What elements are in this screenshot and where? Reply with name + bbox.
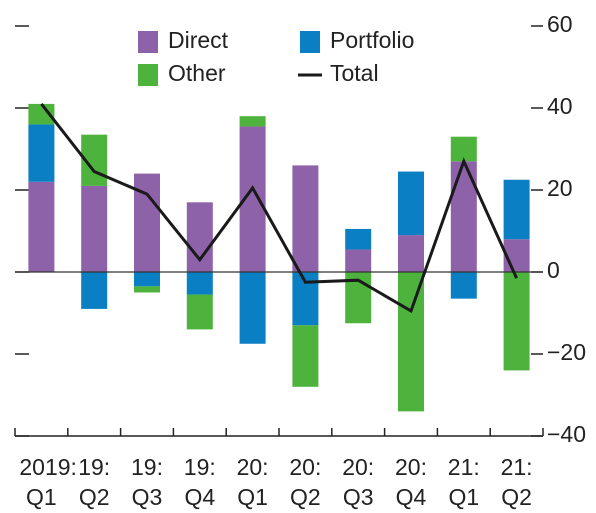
bar-segment — [503, 179, 530, 240]
bar-segment — [450, 272, 477, 299]
bar-segment — [398, 272, 424, 412]
total-line — [40, 102, 518, 314]
bar-segment — [292, 165, 319, 272]
y-tick-label: 60 — [547, 11, 573, 37]
bar-segment — [450, 136, 477, 162]
x-tick-label: 20: Q3 — [342, 454, 375, 510]
bar-segment — [134, 272, 160, 287]
bar-segment — [28, 181, 55, 272]
bar-segment — [28, 124, 55, 182]
x-tick-label: 19: Q2 — [78, 454, 111, 510]
x-tick-label: 20: Q4 — [395, 454, 427, 510]
legend-label: Total — [330, 60, 379, 86]
bar-segment — [239, 116, 266, 127]
bar-segment — [239, 272, 266, 344]
bar-segment — [81, 272, 108, 309]
legend-label: Direct — [168, 27, 229, 53]
legend-swatch — [300, 31, 320, 53]
x-tick-label: 2019: Q1 — [19, 454, 77, 510]
bar-segment — [81, 185, 108, 272]
bar-segment — [398, 171, 424, 236]
bar-segment — [398, 235, 424, 272]
legend-swatch — [138, 31, 158, 53]
bar-segment — [28, 103, 55, 125]
x-tick-label: 20: Q2 — [289, 454, 322, 510]
bar-segment — [134, 286, 160, 293]
bar-segment — [345, 249, 372, 272]
y-tick-label: 0 — [547, 257, 560, 283]
bar-segment — [186, 294, 213, 330]
legend-label: Other — [168, 60, 226, 86]
bar-segment — [134, 173, 160, 272]
bar-segment — [503, 272, 530, 371]
y-tick-label: 20 — [547, 175, 573, 201]
legend-label: Portfolio — [330, 27, 414, 53]
legend-swatch — [138, 64, 158, 86]
bar-segment — [345, 228, 372, 250]
y-tick-label: 40 — [547, 93, 573, 119]
x-tick-label: 19: Q4 — [183, 454, 216, 510]
x-tick-label: 21: Q1 — [447, 454, 480, 510]
y-tick-label: −40 — [547, 421, 586, 447]
x-tick-label: 19: Q3 — [131, 454, 163, 510]
bar-segment — [292, 325, 319, 387]
x-tick-label: 21: Q2 — [500, 454, 533, 510]
y-tick-label: −20 — [547, 339, 586, 365]
bar-segment — [186, 272, 213, 295]
x-tick-label: 20: Q1 — [236, 454, 269, 510]
